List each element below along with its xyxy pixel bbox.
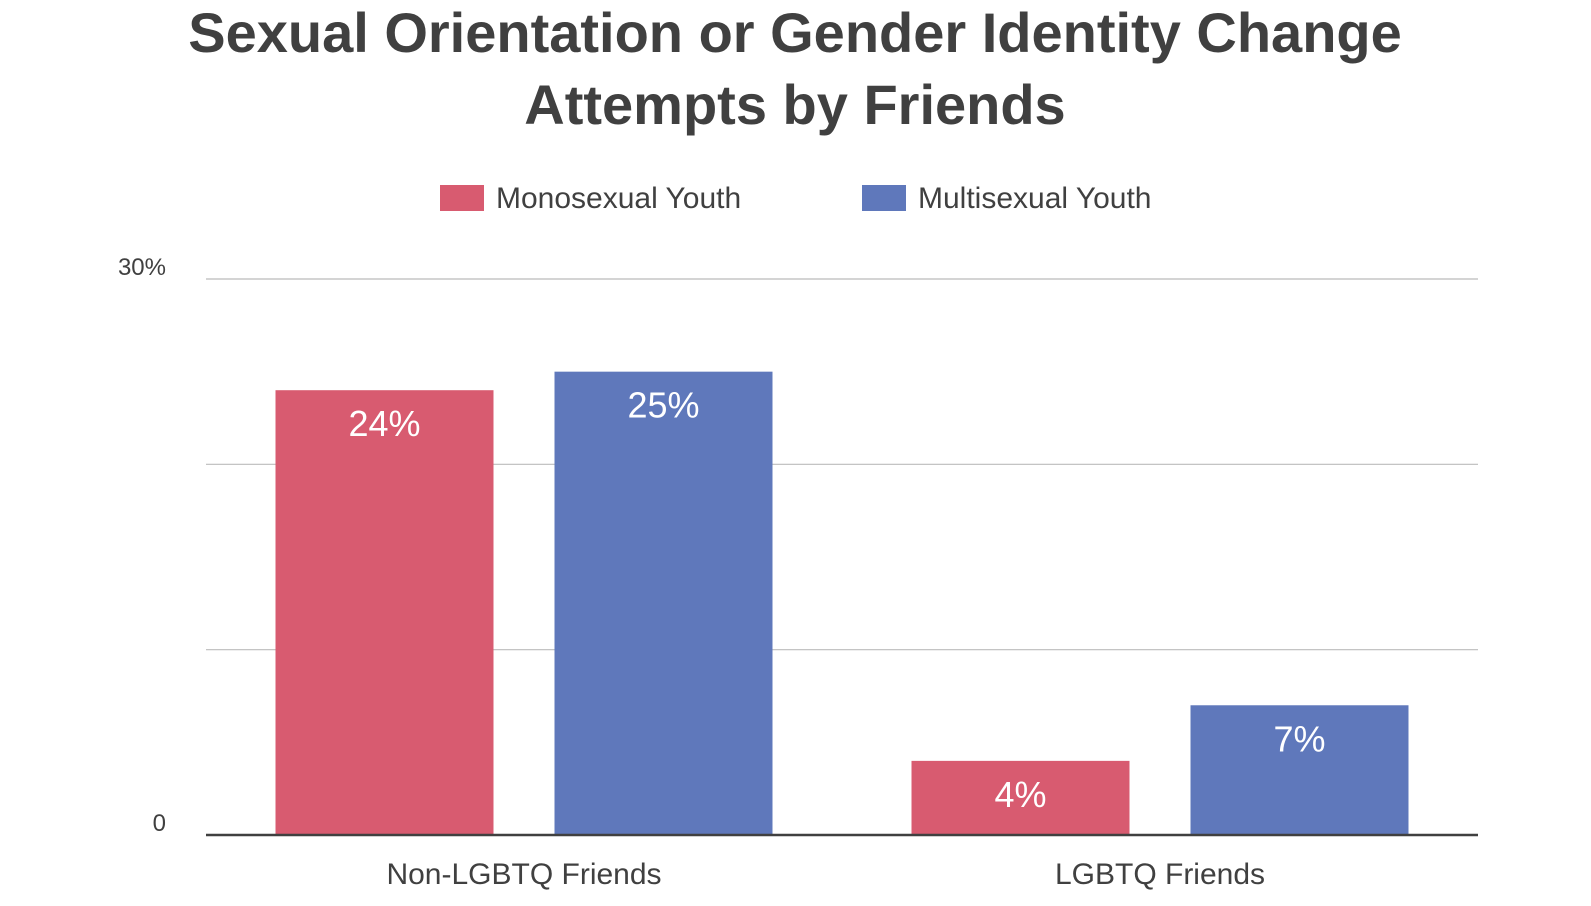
legend-swatch-monosexual	[440, 185, 484, 211]
category-labels: Non-LGBTQ Friends LGBTQ Friends	[386, 858, 1265, 891]
category-label: Non-LGBTQ Friends	[386, 858, 661, 891]
y-axis-ticks: 0 30%	[118, 254, 166, 837]
y-tick-label: 0	[153, 810, 166, 837]
bar-value-label: 24%	[348, 403, 420, 444]
legend: Monosexual Youth Multisexual Youth	[440, 182, 1152, 215]
legend-label-multisexual: Multisexual Youth	[918, 182, 1152, 215]
y-tick-label: 30%	[118, 254, 166, 281]
chart-title-line-1: Sexual Orientation or Gender Identity Ch…	[188, 1, 1402, 64]
bar-value-label: 7%	[1273, 718, 1325, 759]
bar	[1190, 705, 1409, 835]
category-label: LGBTQ Friends	[1055, 858, 1265, 891]
data-labels: 24% 25% 4% 7%	[348, 385, 1325, 815]
bar	[554, 371, 773, 835]
chart-title-line-2: Attempts by Friends	[524, 73, 1065, 136]
bar-value-label: 4%	[994, 774, 1046, 815]
bar	[275, 390, 494, 835]
bars	[275, 371, 1409, 835]
legend-swatch-multisexual	[862, 185, 906, 211]
legend-label-monosexual: Monosexual Youth	[496, 182, 741, 215]
bar-value-label: 25%	[627, 385, 699, 426]
bar	[911, 760, 1130, 835]
